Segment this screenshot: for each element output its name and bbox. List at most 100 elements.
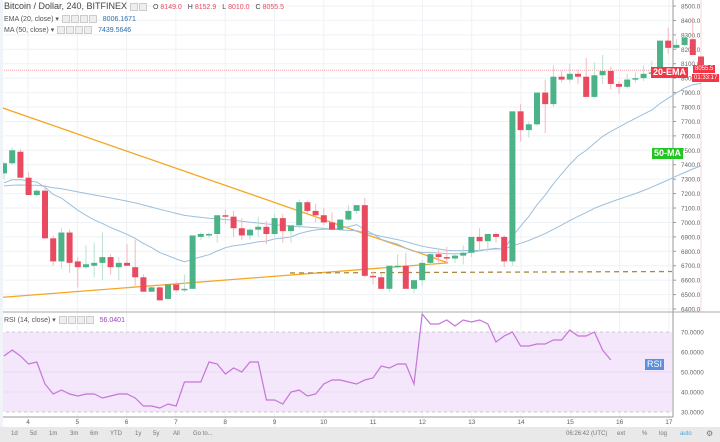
candle-body	[107, 257, 114, 268]
svg-text:8: 8	[223, 419, 227, 426]
add-icon[interactable]	[75, 26, 84, 35]
candle-body	[9, 150, 16, 164]
svg-text:17: 17	[665, 419, 673, 426]
candle-body	[632, 78, 639, 80]
rsi-value: 56.0401	[99, 317, 125, 324]
candle-body	[681, 37, 688, 45]
candle-body	[509, 111, 516, 262]
goto-button[interactable]: Go to...	[193, 431, 213, 437]
gear-icon[interactable]: ⚙	[706, 429, 714, 438]
range-all[interactable]: All	[173, 431, 180, 437]
candle-body	[378, 277, 385, 289]
ma-value: 7439.5646	[98, 27, 132, 34]
svg-text:9: 9	[273, 419, 277, 426]
percent-toggle[interactable]: %	[642, 431, 648, 437]
eye-icon[interactable]	[57, 26, 66, 35]
candle-body	[83, 264, 89, 268]
rsi-label[interactable]: RSI (14, close)	[4, 317, 51, 324]
candle-body	[33, 190, 40, 196]
open-value: 8149.0	[160, 4, 182, 11]
low-value: 8010.0	[228, 4, 250, 11]
candle-body	[476, 236, 483, 242]
settings-icon[interactable]	[139, 3, 147, 12]
range-1d[interactable]: 1d	[11, 431, 18, 437]
svg-text:7000.0: 7000.0	[681, 220, 701, 227]
candle-body	[148, 287, 155, 292]
range-ytd[interactable]: YTD	[110, 431, 122, 437]
range-6m[interactable]: 6m	[90, 431, 99, 437]
close-icon[interactable]	[84, 26, 93, 35]
ext-toggle[interactable]: ext	[617, 431, 626, 437]
candle-body	[337, 219, 344, 230]
candle-body	[1, 163, 7, 174]
candle-body	[402, 265, 409, 289]
candle-body	[468, 236, 475, 253]
svg-text:7500.0: 7500.0	[681, 148, 701, 155]
candle-body	[501, 236, 508, 262]
candle-body	[115, 262, 122, 268]
eye-icon[interactable]	[61, 15, 70, 24]
candle-body	[599, 70, 606, 76]
svg-text:6400.0: 6400.0	[681, 307, 701, 314]
ma-label[interactable]: MA (50, close)	[4, 27, 49, 34]
close-icon[interactable]	[85, 316, 94, 325]
settings-icon[interactable]	[66, 26, 75, 35]
candle-body	[222, 215, 229, 217]
symbol-title[interactable]: Bitcoin / Dollar, 240, BITFINEX	[4, 1, 128, 11]
candle-body	[583, 76, 590, 97]
settings-icon[interactable]	[67, 316, 76, 325]
range-1m[interactable]: 1m	[49, 431, 58, 437]
svg-text:10: 10	[320, 419, 328, 426]
svg-text:6800.0: 6800.0	[681, 249, 701, 256]
candle-body	[238, 228, 245, 236]
candle-body	[525, 124, 532, 131]
svg-text:11: 11	[370, 419, 377, 426]
svg-text:12: 12	[419, 419, 427, 426]
close-icon[interactable]	[88, 15, 97, 24]
svg-text:7100.0: 7100.0	[681, 206, 701, 213]
clock: 06:26:42 (UTC)	[566, 431, 608, 437]
candle-body	[42, 190, 48, 239]
candle-body	[197, 233, 204, 237]
svg-text:8300.0: 8300.0	[681, 32, 701, 39]
candle-body	[320, 215, 327, 223]
candle-body	[665, 40, 672, 48]
candle-body	[558, 76, 565, 80]
candle-body	[66, 232, 73, 263]
range-1y[interactable]: 1y	[135, 431, 142, 437]
rsi-annotation: RSI	[645, 359, 665, 370]
log-toggle[interactable]: log	[659, 431, 668, 437]
svg-text:7200.0: 7200.0	[681, 191, 701, 198]
candle-body	[689, 39, 696, 56]
eye-icon[interactable]	[130, 3, 138, 12]
svg-text:13: 13	[468, 419, 476, 426]
settings-icon[interactable]	[70, 15, 79, 24]
candle-body	[91, 262, 98, 266]
auto-toggle[interactable]: auto	[680, 431, 692, 437]
candle-body	[673, 44, 680, 48]
svg-text:6: 6	[125, 419, 129, 426]
add-icon[interactable]	[79, 15, 88, 24]
candle-body	[607, 70, 614, 84]
range-5y[interactable]: 5y	[153, 431, 160, 437]
range-5d[interactable]: 5d	[30, 431, 37, 437]
candle-body	[443, 257, 450, 259]
rsi-line	[3, 312, 612, 409]
range-3m[interactable]: 3m	[70, 431, 79, 437]
candle-body	[624, 79, 631, 87]
svg-text:7900.0: 7900.0	[681, 90, 701, 97]
candle-body	[50, 238, 57, 262]
candle-body	[140, 277, 147, 292]
svg-text:70.0000: 70.0000	[681, 330, 704, 337]
candle-body	[542, 92, 549, 105]
candle-body	[156, 287, 163, 301]
svg-text:8100.0: 8100.0	[681, 61, 701, 68]
candle-body	[427, 254, 434, 263]
ema-label[interactable]: EMA (20, close)	[4, 16, 54, 23]
eye-icon[interactable]	[58, 316, 67, 325]
candle-body	[550, 76, 557, 105]
svg-text:6600.0: 6600.0	[681, 278, 701, 285]
add-icon[interactable]	[76, 316, 85, 325]
candle-body	[698, 56, 704, 71]
